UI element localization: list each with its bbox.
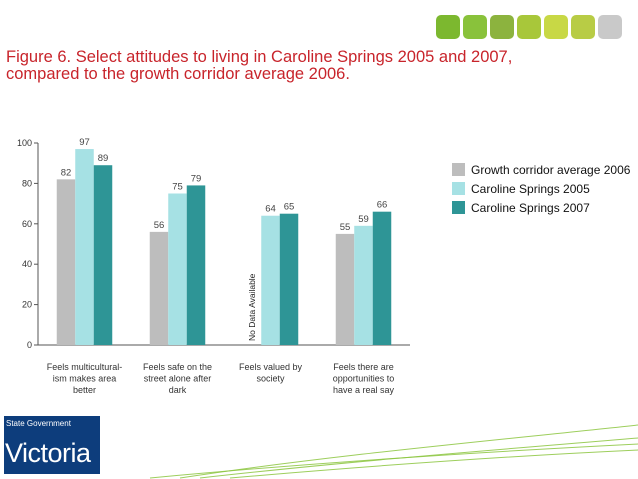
data-label: 59 xyxy=(358,214,369,225)
y-tick-label: 60 xyxy=(22,219,32,229)
header-tiles xyxy=(436,15,622,39)
swoosh-line xyxy=(229,449,638,479)
bars xyxy=(56,149,392,345)
title-line-1: Figure 6. Select attitudes to living in … xyxy=(6,48,513,66)
bar xyxy=(261,215,280,345)
no-data-label: No Data Available xyxy=(247,273,257,341)
category-label: Feels there are xyxy=(333,362,394,372)
category-label: Feels multicultural- xyxy=(47,362,123,372)
title-line-2: compared to the growth corridor average … xyxy=(6,65,350,83)
header-tile xyxy=(517,15,541,39)
category-label: opportunities to xyxy=(333,374,395,384)
decorative-swoosh-lines xyxy=(149,424,638,479)
legend-item: Caroline Springs 2007 xyxy=(452,198,630,217)
legend-swatch xyxy=(452,201,465,214)
data-label: 79 xyxy=(191,173,202,184)
y-tick-label: 0 xyxy=(27,340,32,350)
y-tick-label: 100 xyxy=(17,138,32,148)
header-tile xyxy=(490,15,514,39)
bar xyxy=(354,225,373,345)
category-label: society xyxy=(256,374,285,384)
swoosh-line xyxy=(149,443,638,479)
data-label: 64 xyxy=(265,204,276,215)
bar xyxy=(168,193,187,345)
legend-label: Caroline Springs 2005 xyxy=(471,181,590,196)
swoosh-line xyxy=(179,424,638,479)
logo-line-1: State Government xyxy=(6,419,71,428)
data-label: 75 xyxy=(172,182,183,193)
bar xyxy=(149,231,169,345)
legend-swatch xyxy=(452,182,465,195)
category-label: have a real say xyxy=(333,385,395,395)
y-tick-label: 80 xyxy=(22,178,32,188)
header-tile xyxy=(571,15,595,39)
bar xyxy=(372,211,392,345)
data-label: 89 xyxy=(98,153,109,164)
header-tile xyxy=(463,15,487,39)
logo-line-2: Victoria xyxy=(5,438,91,468)
legend: Growth corridor average 2006 Caroline Spr… xyxy=(452,160,630,217)
category-label: street alone after xyxy=(144,374,212,384)
bar xyxy=(56,179,76,345)
category-label: Feels safe on the xyxy=(143,362,212,372)
y-tick-label: 40 xyxy=(22,259,32,269)
category-label: ism makes area xyxy=(53,374,117,384)
data-labels: 82 97 89 56 75 79 No Data Available 64 65 55 59 66 xyxy=(61,137,388,341)
bar xyxy=(335,233,355,345)
category-label: better xyxy=(73,385,96,395)
header-tile xyxy=(598,15,622,39)
legend-label: Growth corridor average 2006 xyxy=(471,162,631,177)
legend-item: Growth corridor average 2006 xyxy=(452,160,630,179)
data-label: 56 xyxy=(154,220,165,231)
legend-swatch xyxy=(452,163,465,176)
bar xyxy=(186,185,206,345)
data-label: 82 xyxy=(61,167,72,178)
data-label: 66 xyxy=(377,200,388,211)
header-tile xyxy=(436,15,460,39)
header-tile xyxy=(544,15,568,39)
figure-title: Figure 6. Select attitudes to living in … xyxy=(6,49,626,83)
bar xyxy=(93,165,113,345)
category-label: Feels valued by xyxy=(239,362,303,372)
data-label: 55 xyxy=(340,222,351,233)
legend-label: Caroline Springs 2007 xyxy=(471,200,590,215)
bar xyxy=(279,213,299,345)
victoria-government-logo: State Government Victoria xyxy=(4,416,100,474)
y-tick-label: 20 xyxy=(22,300,32,310)
bar xyxy=(75,149,94,345)
data-label: 65 xyxy=(284,202,295,213)
data-label: 97 xyxy=(79,137,90,148)
swoosh-line xyxy=(199,437,638,479)
legend-item: Caroline Springs 2005 xyxy=(452,179,630,198)
category-label: dark xyxy=(169,385,187,395)
category-labels: Feels multicultural-ism makes areabetter… xyxy=(47,362,395,395)
